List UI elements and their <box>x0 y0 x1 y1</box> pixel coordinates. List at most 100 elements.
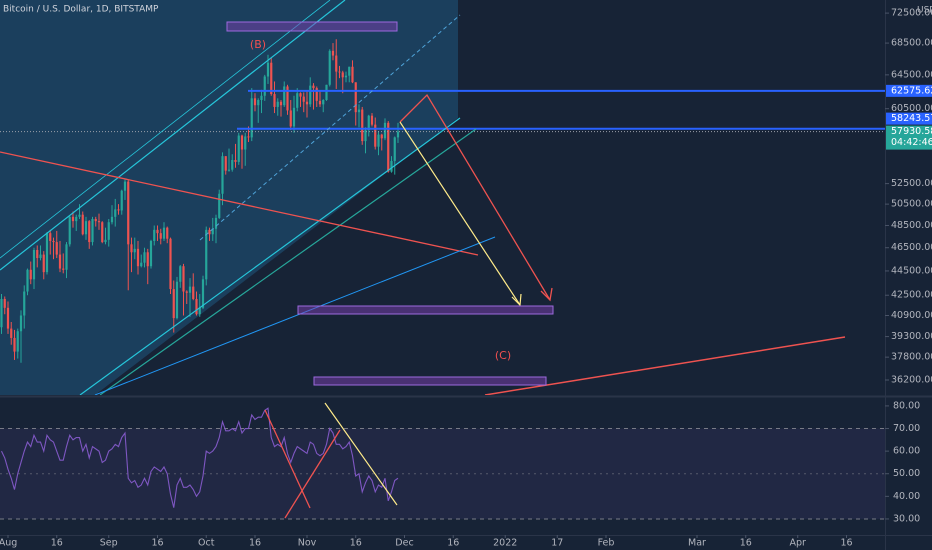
channel-lower <box>79 117 461 395</box>
drawings <box>0 0 846 395</box>
candle-body <box>383 122 387 139</box>
candle-body <box>354 82 357 113</box>
y-tick-label: 80.00 <box>893 400 920 411</box>
candle-body <box>65 244 68 270</box>
candle-body <box>29 269 32 280</box>
x-tick-label: 16 <box>350 538 362 549</box>
candle-body <box>114 209 117 217</box>
candle-body <box>312 85 315 89</box>
candle-body <box>62 268 65 270</box>
candle-body <box>156 229 159 234</box>
x-tick-label: Feb <box>598 538 615 549</box>
x-tick-label: 16 <box>840 538 852 549</box>
candle-body <box>58 254 62 269</box>
channel-mid <box>199 14 461 241</box>
trend-blue <box>94 236 496 395</box>
candle-body <box>305 101 309 105</box>
y-tick-label: 50500.00 <box>891 199 932 210</box>
chart-title: Bitcoin / U.S. Dollar, 1D, BITSTAMP <box>3 5 159 15</box>
candle-body <box>45 233 49 273</box>
channel-upper-2 <box>0 0 331 259</box>
candle-body <box>78 214 81 217</box>
candle-body <box>71 216 75 222</box>
candle-body <box>117 209 120 211</box>
candle-body <box>120 190 123 211</box>
wave-label: (C) <box>495 349 511 362</box>
candle-body <box>201 279 205 308</box>
candle-body <box>175 281 179 319</box>
candle-body <box>387 122 390 172</box>
candle-body <box>292 107 296 127</box>
y-tick-label: 36200.00 <box>891 374 932 385</box>
candle-body <box>198 307 201 315</box>
unit-label: USD <box>917 6 932 16</box>
candle-body <box>13 337 16 352</box>
y-tick-label: 46500.00 <box>891 242 932 253</box>
y-tick-label: 48500.00 <box>891 220 932 231</box>
candle-body <box>377 134 380 147</box>
candle-body <box>266 62 270 77</box>
candle-body <box>244 136 247 150</box>
price-label: 57930.58 <box>891 126 932 137</box>
price-label-box <box>886 112 932 125</box>
price-label: 58243.57 <box>891 113 932 124</box>
candle-body <box>81 214 84 235</box>
y-tick-label: 64500.00 <box>891 69 932 80</box>
rsi-under <box>0 428 885 520</box>
x-tick-label: Aug <box>0 538 17 549</box>
candle-body <box>335 55 338 72</box>
candle-body <box>0 298 3 328</box>
candle-body <box>357 109 361 113</box>
candle-body <box>325 84 328 101</box>
candle-body <box>253 98 257 106</box>
x-tick-label: Dec <box>395 538 413 549</box>
rsi-trend <box>324 402 398 506</box>
candle-body <box>97 221 101 223</box>
x-tick-label: 17 <box>551 538 563 549</box>
candle-body <box>32 249 36 280</box>
channel-lower-2 <box>99 128 477 395</box>
axes: 72500.00 68500.00 64500.00 60500.00 52500.00… <box>0 8 932 549</box>
candle-body <box>263 76 266 96</box>
candle-body <box>370 115 374 125</box>
candle-body <box>260 95 263 101</box>
x-tick-label: 16 <box>740 538 752 549</box>
y-tick-label: 60500.00 <box>891 103 932 114</box>
candle-body <box>149 240 153 267</box>
candle-body <box>94 218 97 222</box>
candle-body <box>315 88 318 101</box>
candle-body <box>309 85 312 105</box>
x-tick-label: 16 <box>151 538 163 549</box>
candle-body <box>231 159 234 170</box>
candle-body <box>279 101 283 106</box>
y-tick-label: 50.00 <box>893 468 920 479</box>
candle-body <box>227 169 231 171</box>
x-tick-label: 16 <box>51 538 63 549</box>
countdown: 04:42:46 <box>891 137 932 148</box>
candle-body <box>169 238 172 290</box>
price-label-box <box>886 125 932 150</box>
candle-body <box>208 229 211 235</box>
candle-body <box>75 216 78 222</box>
y-tick-label: 44500.00 <box>891 265 932 276</box>
y-tick-label: 30.00 <box>893 513 920 524</box>
candle-body <box>296 93 299 108</box>
candle-body <box>172 289 175 319</box>
wave-label: (B) <box>250 38 266 51</box>
candle-body <box>188 286 192 293</box>
candle-body <box>218 193 221 218</box>
arrow-yellow-head <box>511 293 522 307</box>
candle-body <box>318 100 322 105</box>
arrow-yellow <box>399 121 521 306</box>
candle-body <box>367 115 370 131</box>
candle-body <box>10 328 13 338</box>
candle-body <box>182 266 185 292</box>
candle-body <box>6 307 10 329</box>
rsi-band <box>0 428 885 519</box>
candle-body <box>16 331 19 352</box>
candle-body <box>289 110 292 127</box>
y-tick-label: 52500.00 <box>891 178 932 189</box>
rsi-trend <box>264 409 311 509</box>
candle-body <box>143 252 146 263</box>
candle-body <box>361 109 364 142</box>
